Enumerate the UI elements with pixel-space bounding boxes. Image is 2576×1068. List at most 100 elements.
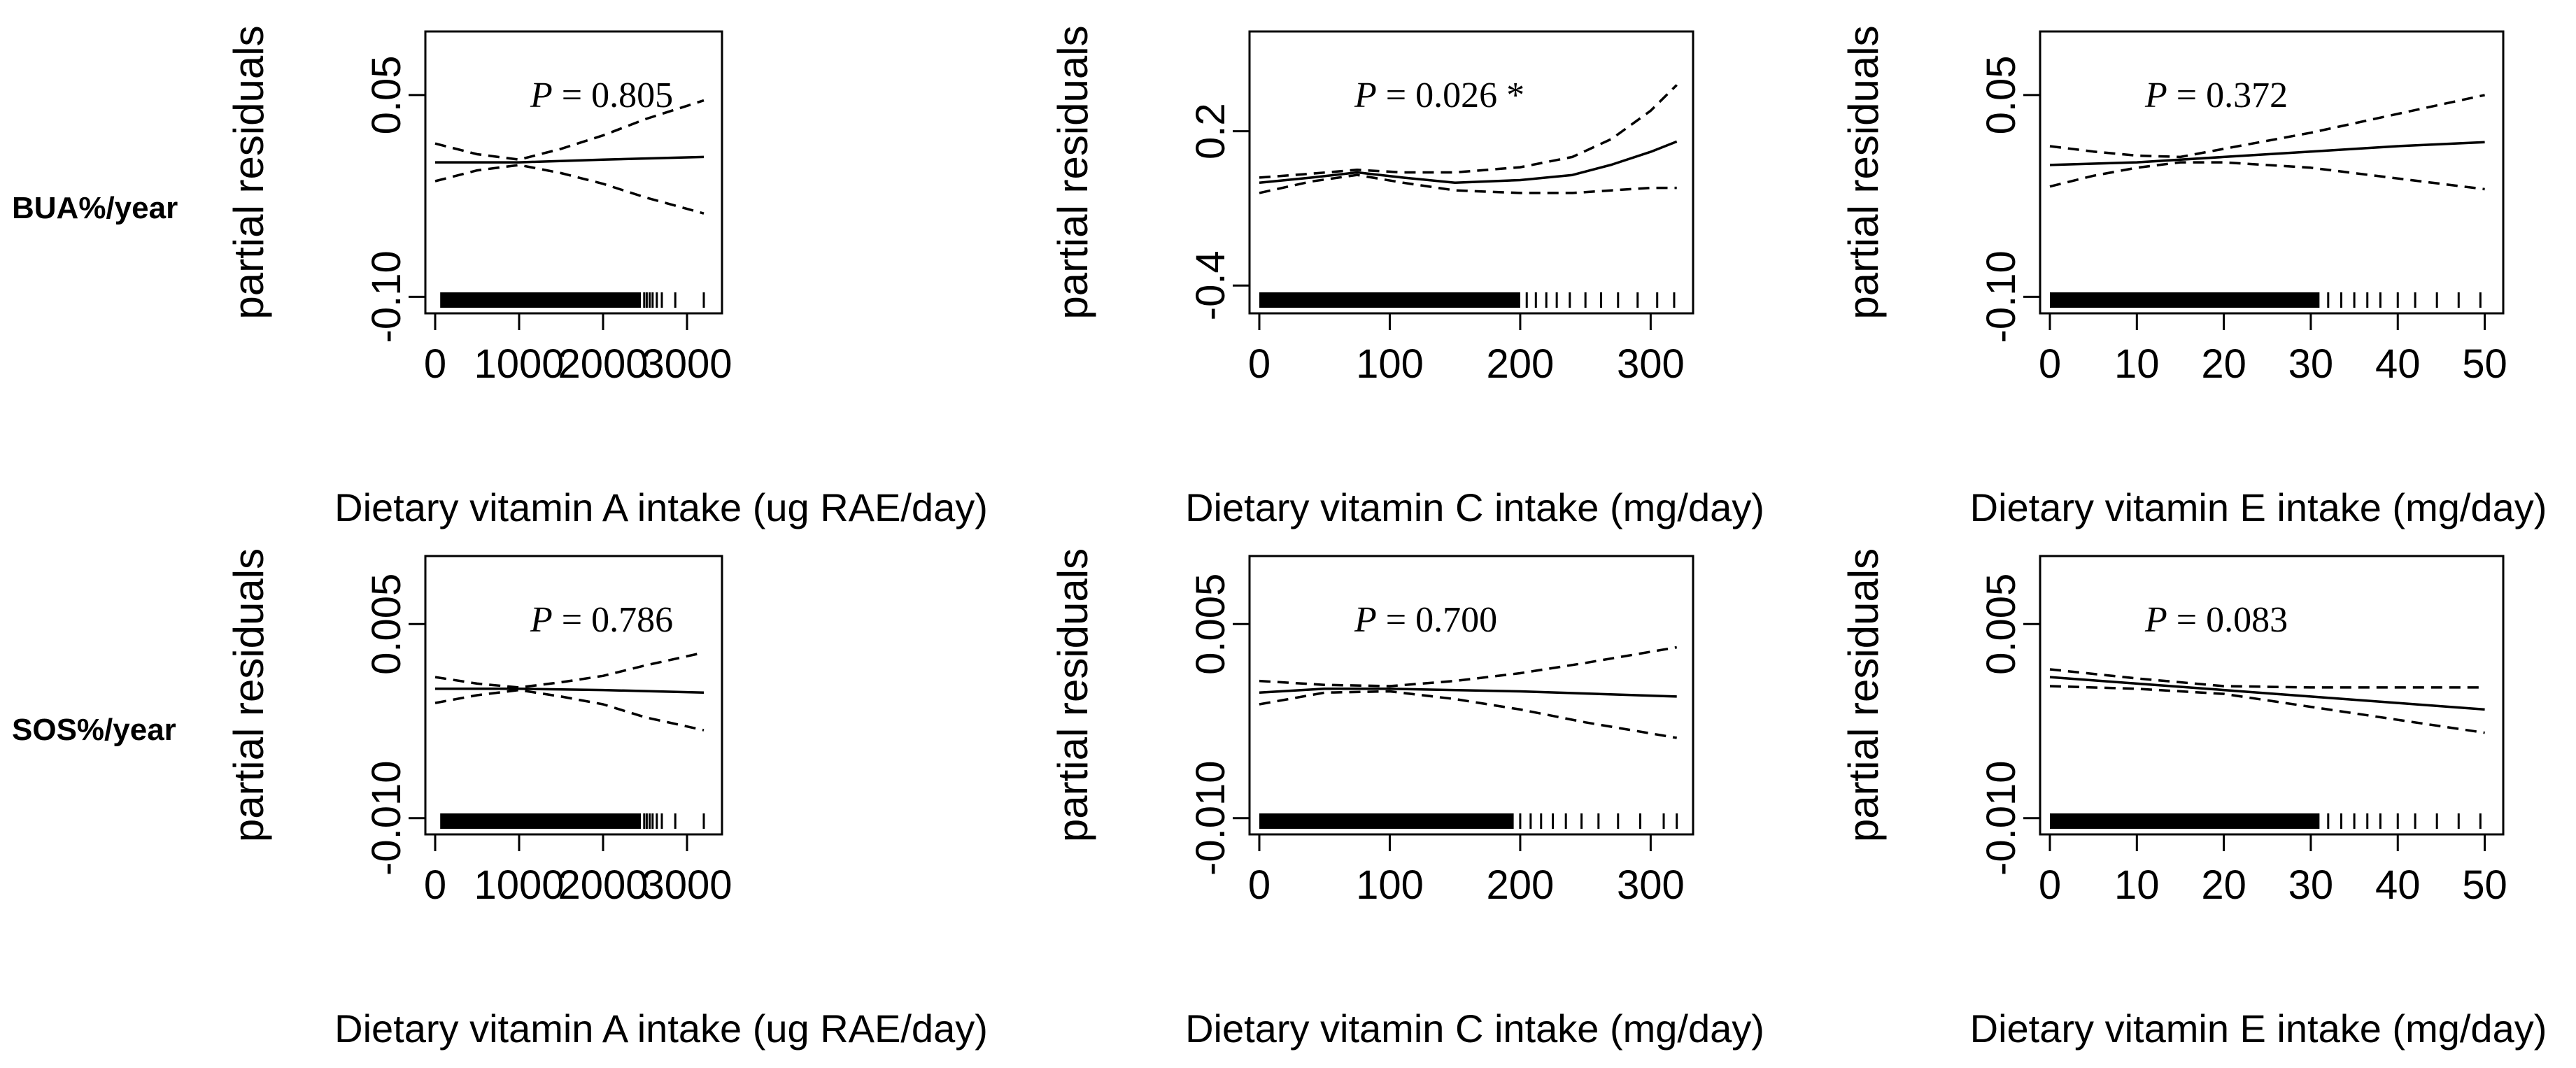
chart-3-x-tick-label: 40	[2375, 341, 2421, 387]
chart-6-x-tick-label: 50	[2462, 862, 2507, 908]
chart-6-series-upper	[2049, 668, 2485, 689]
chart-6-x-tick-label: 20	[2201, 862, 2246, 908]
chart-2-x-tick-label: 0	[1248, 341, 1271, 387]
chart-3-rug-dense	[2050, 292, 2320, 308]
chart-5-p-value: = 0.700	[1377, 600, 1497, 640]
chart-2-x-axis-title: Dietary vitamin C intake (mg/day)	[1185, 485, 1764, 529]
chart-2-x-tick-label: 200	[1487, 341, 1555, 387]
chart-6-x-tick-label: 40	[2375, 862, 2421, 908]
chart-2-series-lower	[1259, 173, 1677, 194]
chart-1-rug-dense	[440, 292, 641, 308]
chart-1-plot-frame	[424, 30, 723, 315]
chart-2-series-upper	[1259, 84, 1678, 179]
chart-5-x-tick-label: 100	[1356, 862, 1424, 908]
chart-6-p-value-annotation: P = 0.083	[2144, 600, 2288, 640]
chart-3-x-tick-label: 20	[2201, 341, 2246, 387]
chart-6-rug-dense	[2050, 813, 2320, 829]
chart-3-p-symbol: P	[2144, 76, 2167, 115]
chart-5-y-axis-title: partial residuals	[1049, 548, 1096, 842]
chart-4-x-tick-label: 1000	[474, 862, 564, 908]
chart-5-series-lower	[1259, 690, 1677, 739]
chart-5-x-tick-label: 300	[1617, 862, 1685, 908]
chart-6-series-fit	[2049, 676, 2485, 711]
chart-4-p-value: = 0.786	[553, 600, 673, 640]
chart-4-y-tick-label: -0.010	[364, 761, 409, 876]
chart-3-x-tick-label: 0	[2039, 341, 2061, 387]
chart-1-y-tick-label: 0.05	[364, 55, 409, 134]
chart-6-y-tick-label: 0.005	[1979, 574, 2024, 675]
chart-3-x-tick-label: 30	[2288, 341, 2334, 387]
chart-4-rug-dense	[440, 813, 641, 829]
chart-5-x-axis-title: Dietary vitamin C intake (mg/day)	[1185, 1006, 1764, 1051]
chart-4-y-axis-title: partial residuals	[225, 548, 272, 842]
chart-2-y-tick-label: 0.2	[1188, 103, 1233, 159]
chart-1-x-tick-label: 3000	[642, 341, 732, 387]
chart-6-y-axis-title: partial residuals	[1840, 548, 1887, 842]
row-label-bua: BUA%/year	[12, 191, 178, 225]
chart-4-x-tick-label: 3000	[642, 862, 732, 908]
chart-4-p-symbol: P	[530, 600, 553, 640]
chart-5-x-tick-label: 0	[1248, 862, 1271, 908]
chart-2-rug-dense	[1259, 292, 1520, 308]
chart-6-series-lower	[2049, 685, 2485, 734]
chart-6-plot-frame	[2039, 555, 2505, 836]
chart-3-y-tick-label: 0.05	[1979, 55, 2024, 134]
chart-1-p-value: = 0.805	[553, 76, 673, 115]
chart-6-panel: 0 10 20 30 40 50 -0.010 0.005 partial residuals D…	[1840, 548, 2547, 1051]
chart-1-series-lower	[434, 164, 705, 215]
chart-2-panel: 0 100 200 300 -0.4 0.2 partial residuals Dietar…	[1049, 25, 1764, 529]
chart-5-series-fit	[1259, 688, 1677, 698]
chart-3-x-tick-label: 50	[2462, 341, 2507, 387]
chart-1-x-axis-title: Dietary vitamin A intake (ug RAE/day)	[334, 485, 988, 529]
chart-6-y-tick-label: -0.010	[1979, 761, 2024, 876]
chart-2-y-tick-label: -0.4	[1188, 250, 1233, 320]
chart-1-y-axis-title: partial residuals	[225, 25, 272, 319]
chart-4-x-axis-title: Dietary vitamin A intake (ug RAE/day)	[334, 1006, 988, 1051]
chart-1-series-fit	[435, 155, 705, 164]
chart-5-panel: 0 100 200 300 -0.010 0.005 partial residuals Di…	[1049, 548, 1764, 1051]
chart-5-plot-frame	[1248, 555, 1694, 836]
chart-6-x-tick-label: 10	[2114, 862, 2160, 908]
chart-3-p-value: = 0.372	[2167, 76, 2288, 115]
chart-2-plot-frame	[1248, 30, 1694, 315]
chart-2-p-value: = 0.026 *	[1377, 76, 1524, 115]
chart-6-x-tick-label: 0	[2039, 862, 2061, 908]
chart-2-x-tick-label: 100	[1356, 341, 1424, 387]
chart-5-x-tick-label: 200	[1487, 862, 1555, 908]
chart-3-y-tick-label: -0.10	[1979, 250, 2024, 343]
chart-4-series-fit	[435, 688, 705, 695]
chart-2-x-tick-label: 300	[1617, 341, 1685, 387]
chart-6-p-value: = 0.083	[2167, 600, 2288, 640]
chart-3-y-axis-title: partial residuals	[1840, 25, 1887, 319]
chart-4-series-lower	[434, 688, 705, 732]
chart-4-x-tick-label: 2000	[558, 862, 648, 908]
chart-3-p-value-annotation: P = 0.372	[2144, 76, 2288, 115]
chart-3-series-upper	[2049, 94, 2485, 159]
chart-4-p-value-annotation: P = 0.786	[530, 600, 673, 640]
chart-5-series-upper	[1259, 646, 1677, 688]
chart-1-p-value-annotation: P = 0.805	[530, 76, 673, 115]
chart-6-p-symbol: P	[2144, 600, 2167, 640]
chart-5-y-tick-label: 0.005	[1188, 574, 1233, 675]
chart-5-rug-dense	[1259, 813, 1514, 829]
chart-2-p-value-annotation: P = 0.026 *	[1354, 76, 1524, 115]
chart-1-series-upper	[434, 99, 705, 161]
chart-2-y-axis-title: partial residuals	[1049, 25, 1096, 319]
chart-1-x-tick-label: 2000	[558, 341, 648, 387]
chart-6-x-axis-title: Dietary vitamin E intake (mg/day)	[1970, 1006, 2547, 1051]
chart-4-y-tick-label: 0.005	[364, 574, 409, 675]
chart-3-x-axis-title: Dietary vitamin E intake (mg/day)	[1970, 485, 2547, 529]
chart-5-p-value-annotation: P = 0.700	[1354, 600, 1497, 640]
chart-4-series-upper	[434, 651, 705, 689]
chart-1-x-tick-label: 1000	[474, 341, 564, 387]
chart-3-plot-frame	[2039, 30, 2505, 315]
chart-1-x-tick-label: 0	[424, 341, 446, 387]
chart-3-panel: 0 10 20 30 40 50 -0.10 0.05 partial residuals Die…	[1840, 25, 2547, 529]
chart-5-y-tick-label: -0.010	[1188, 761, 1233, 876]
chart-5-p-symbol: P	[1354, 600, 1377, 640]
chart-1-y-tick-label: -0.10	[364, 250, 409, 343]
